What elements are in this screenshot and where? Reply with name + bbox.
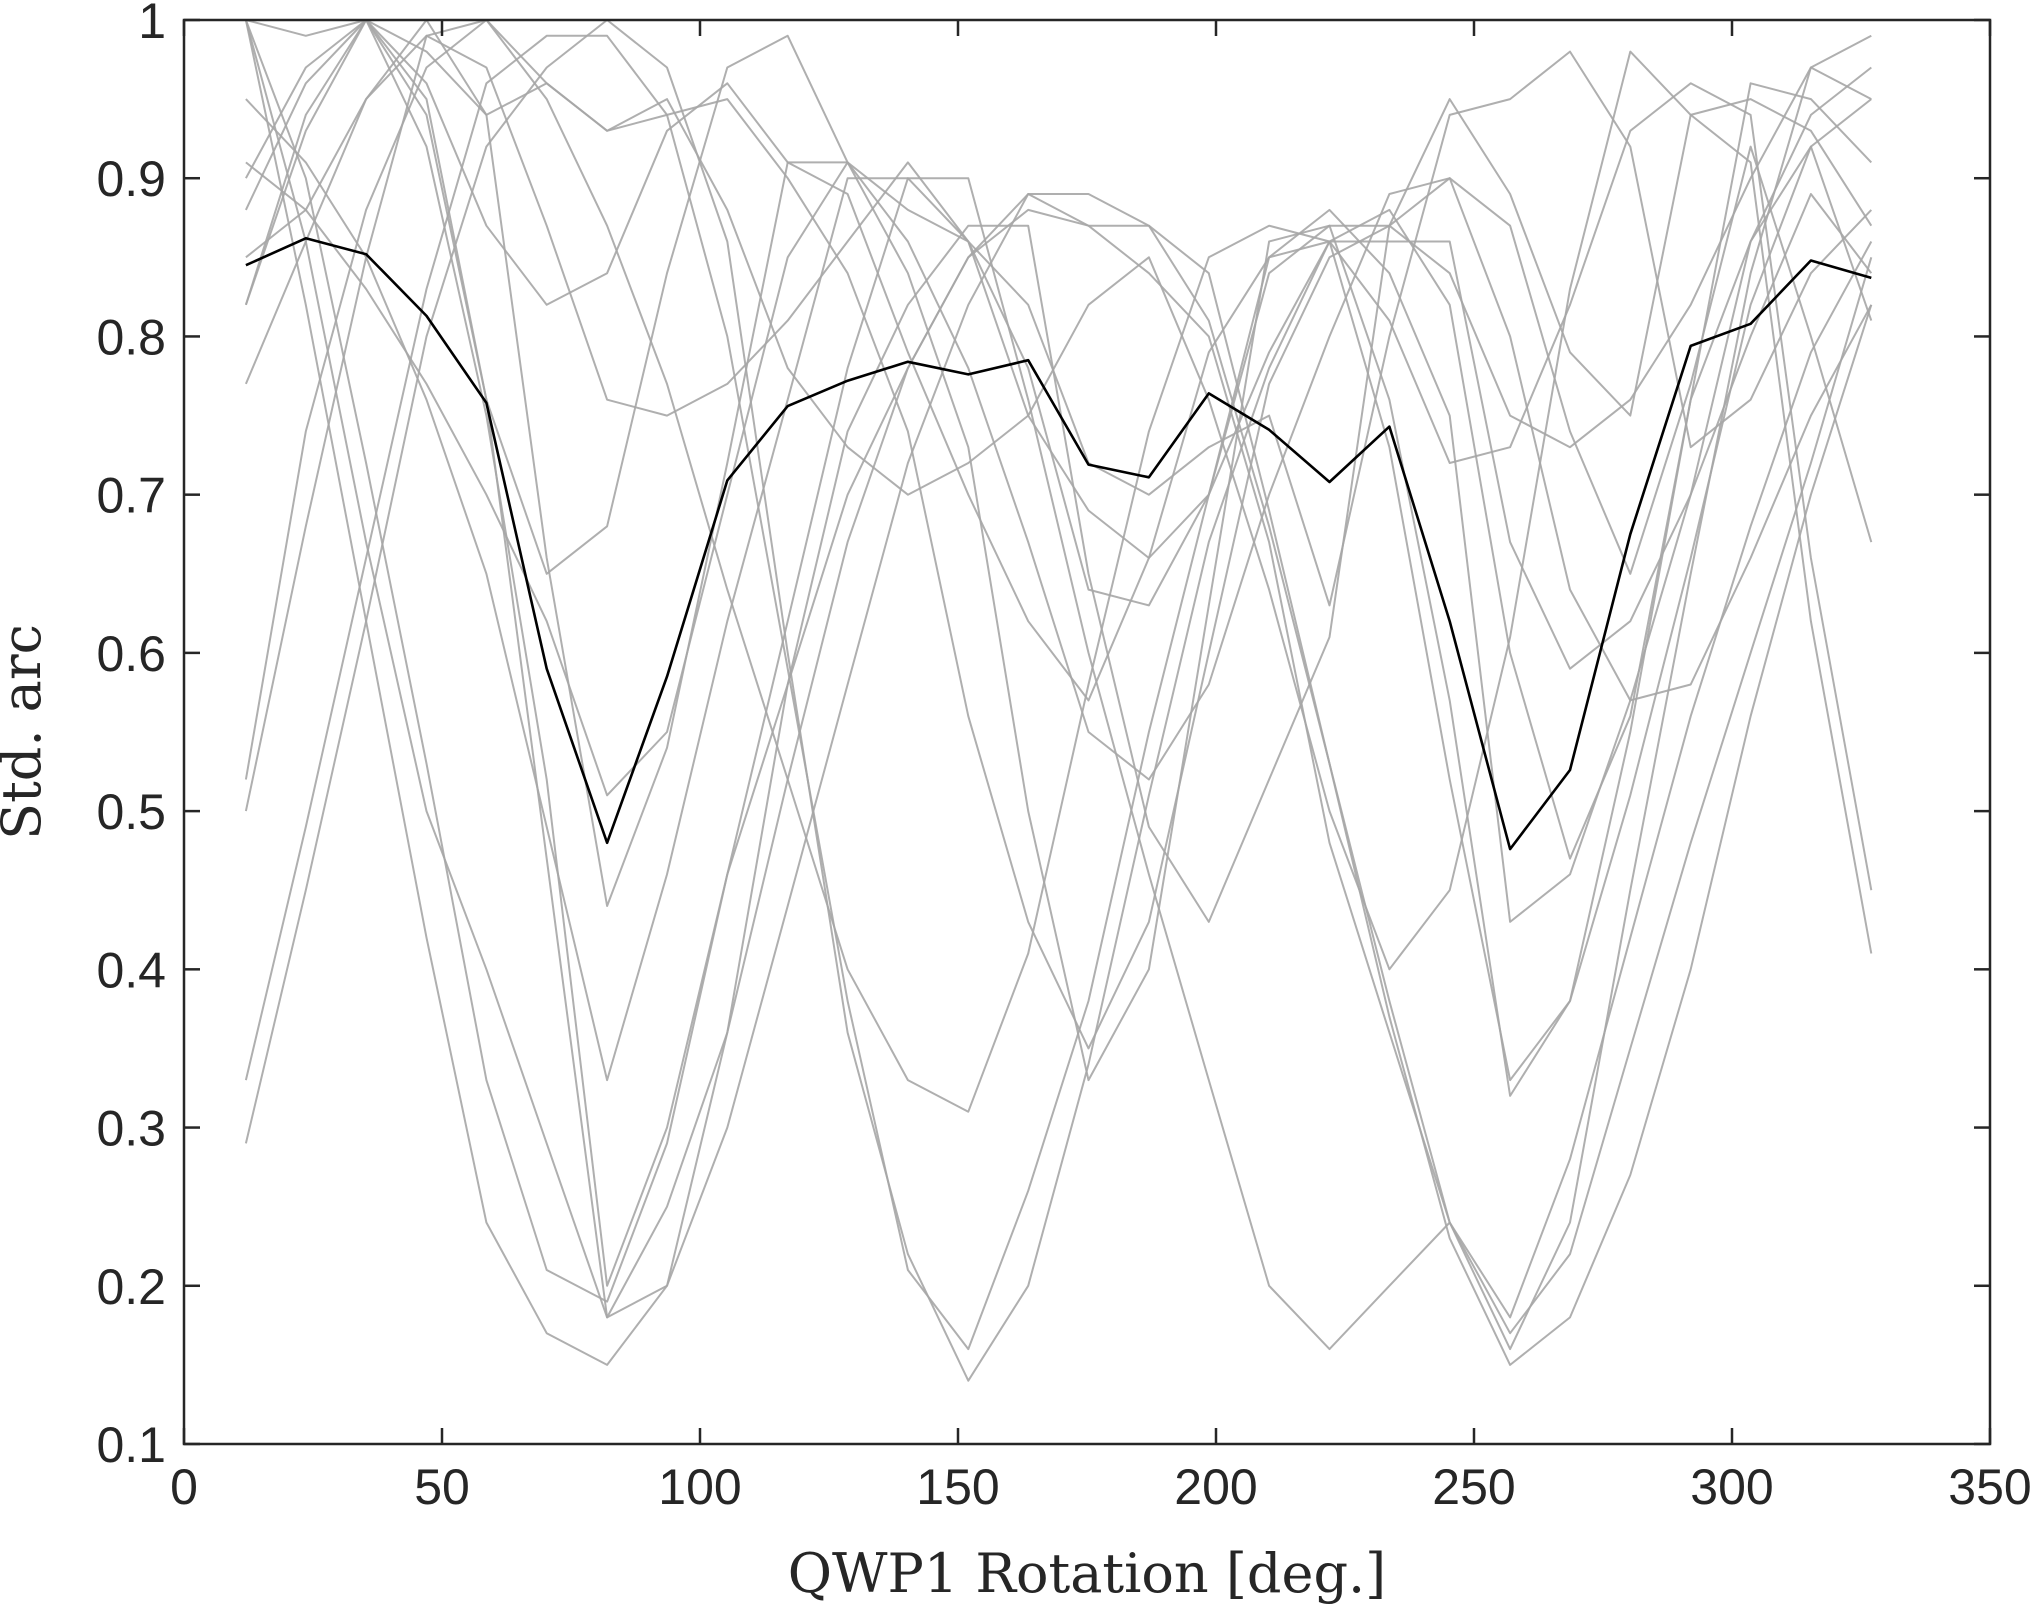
y-tick-label: 0.4 bbox=[96, 942, 166, 998]
series-line-trial-4 bbox=[244, 19, 1872, 1050]
y-tick-label: 0.2 bbox=[96, 1259, 166, 1315]
series-line-trial-16 bbox=[244, 19, 1873, 607]
y-tick-label: 0.3 bbox=[96, 1101, 166, 1157]
x-tick-label: 150 bbox=[916, 1459, 999, 1515]
series-line-trial-6 bbox=[244, 34, 1872, 1351]
y-tick-label: 0.6 bbox=[96, 626, 166, 682]
series-line-trial-11 bbox=[244, 19, 1873, 1366]
x-tick-label: 300 bbox=[1690, 1459, 1773, 1515]
y-tick-label: 0.7 bbox=[96, 468, 166, 524]
x-tick-label: 350 bbox=[1948, 1459, 2031, 1515]
x-tick-label: 50 bbox=[414, 1459, 470, 1515]
series-line-trial-7 bbox=[244, 19, 1872, 1113]
y-axis-title: Std. arc bbox=[0, 624, 53, 840]
y-tick-label: 0.1 bbox=[96, 1417, 166, 1473]
series-line-trial-14 bbox=[244, 19, 1873, 891]
x-axis-title: QWP1 Rotation [deg.] bbox=[788, 1542, 1387, 1605]
series-layer bbox=[244, 19, 1873, 1382]
x-tick-label: 250 bbox=[1432, 1459, 1515, 1515]
plot-area-frame bbox=[182, 18, 1992, 1446]
series-line-trial-15 bbox=[244, 19, 1873, 971]
series-line-trial-9 bbox=[245, 161, 1873, 797]
x-tick-label: 200 bbox=[1174, 1459, 1257, 1515]
x-tick-label: 100 bbox=[658, 1459, 741, 1515]
series-line-trial-8 bbox=[245, 98, 1873, 1082]
y-tick-label: 0.9 bbox=[96, 151, 166, 207]
series-line-trial-2 bbox=[244, 19, 1873, 1097]
series-line-trial-10 bbox=[244, 19, 1873, 1319]
series-line-trial-5 bbox=[244, 19, 1873, 1382]
x-tick-label: 0 bbox=[170, 1459, 198, 1515]
series-line-mean bbox=[245, 237, 1872, 851]
series-line-trial-13 bbox=[245, 34, 1873, 607]
tick-layer: 0 50 100 150 200 250 300 350 0.1 0.2 0.3 0.4 0.5 0.6 0… bbox=[96, 0, 2031, 1515]
y-tick-label: 0.5 bbox=[96, 784, 166, 840]
series-line-trial-1 bbox=[245, 19, 1873, 1319]
y-tick-label: 0.8 bbox=[96, 309, 166, 365]
y-tick-label: 1 bbox=[138, 0, 166, 49]
series-line-trial-3 bbox=[245, 19, 1872, 1351]
series-line-trial-12 bbox=[244, 19, 1873, 1351]
